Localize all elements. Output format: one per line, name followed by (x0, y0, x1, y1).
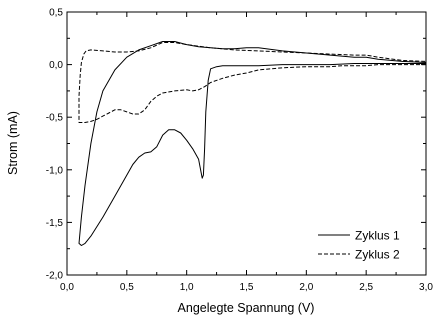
legend: Zyklus 1 Zyklus 2 (318, 229, 400, 262)
legend-label-2: Zyklus 2 (355, 248, 400, 262)
series-line-1 (78, 41, 427, 246)
x-tick-label: 0,0 (60, 282, 74, 293)
y-tick-label: 0,5 (49, 8, 63, 19)
y-axis-label: Strom (mA) (6, 111, 20, 175)
x-axis-label: Angelegte Spannung (V) (178, 301, 315, 315)
y-tick-label: 0,0 (49, 60, 63, 71)
x-tick-label: 1,5 (240, 282, 254, 293)
x-tick-label: 3,0 (419, 282, 433, 293)
x-tick-label: 1,0 (180, 282, 194, 293)
series-line-2 (78, 42, 427, 123)
legend-label-1: Zyklus 1 (355, 229, 400, 243)
y-tick-label: -0,5 (46, 113, 64, 124)
series-layer (78, 41, 427, 246)
x-tick-label: 2,0 (299, 282, 313, 293)
y-tick-label: -1,5 (46, 218, 64, 229)
x-tick-label: 0,5 (120, 282, 134, 293)
y-axis: 0,5 0,0 -0,5 -1,0 -1,5 -2,0 (46, 8, 426, 282)
y-tick-label: -1,0 (46, 165, 64, 176)
x-axis: 0,0 0,5 1,0 1,5 2,0 2,5 3,0 (60, 12, 433, 293)
y-tick-label: -2,0 (46, 271, 64, 282)
x-tick-label: 2,5 (359, 282, 373, 293)
